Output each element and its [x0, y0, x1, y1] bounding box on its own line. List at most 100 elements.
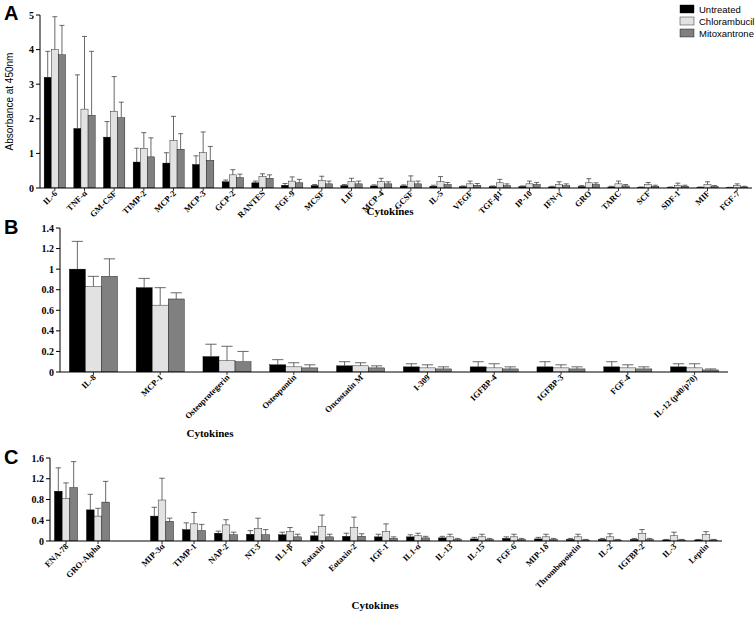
- x-tick: [293, 372, 294, 375]
- bar: [140, 148, 147, 188]
- error-cap: [461, 185, 466, 186]
- x-tick-label: FGF-4: [608, 372, 633, 397]
- error-bar: [487, 538, 492, 539]
- error-line: [143, 133, 144, 149]
- error-bar: [280, 532, 285, 535]
- y-tick: [56, 289, 60, 290]
- error-cap: [72, 241, 83, 242]
- bar: [542, 537, 550, 541]
- x-tick: [54, 188, 55, 191]
- bar: [318, 180, 325, 188]
- error-line: [529, 181, 530, 184]
- error-line: [61, 25, 62, 54]
- error-cap: [647, 538, 652, 539]
- x-tick-label: Osteopontin: [260, 372, 299, 411]
- error-cap: [71, 461, 76, 462]
- error-cap: [201, 131, 206, 132]
- error-bar: [497, 179, 502, 182]
- error-line: [262, 174, 263, 177]
- error-bar: [490, 185, 495, 187]
- error-cap: [155, 287, 166, 288]
- error-bar: [445, 182, 450, 184]
- error-cap: [263, 529, 268, 530]
- x-tick-label: IFN-γ: [541, 188, 563, 210]
- x-tick-label: IL-3: [660, 541, 678, 559]
- error-bar: [255, 518, 260, 528]
- error-bar: [705, 369, 716, 370]
- x-tick: [98, 541, 99, 544]
- error-bar: [237, 174, 242, 177]
- error-cap: [406, 363, 417, 364]
- error-line: [54, 17, 55, 50]
- error-cap: [632, 538, 637, 539]
- error-line: [77, 75, 78, 129]
- x-tick: [203, 188, 204, 191]
- error-cap: [401, 184, 406, 185]
- x-tick: [351, 188, 352, 191]
- error-cap: [438, 366, 449, 367]
- error-bar: [272, 360, 283, 365]
- error-bar: [675, 183, 680, 185]
- error-line: [440, 177, 441, 182]
- error-cap: [440, 536, 445, 537]
- bar: [158, 500, 166, 541]
- bar: [533, 185, 540, 188]
- bar: [470, 367, 486, 372]
- error-cap: [639, 529, 644, 530]
- error-bar: [155, 288, 166, 305]
- error-bar: [95, 508, 100, 516]
- error-bar: [461, 185, 466, 187]
- error-bar: [349, 178, 354, 181]
- x-tick-label: LIF: [339, 188, 356, 205]
- x-axis-label: Cytokines: [351, 599, 399, 611]
- x-tick-label: IGFBP-2: [616, 541, 646, 571]
- x-tick: [262, 188, 263, 191]
- error-bar: [406, 364, 417, 367]
- bar: [54, 491, 62, 541]
- bar: [337, 366, 353, 372]
- bar: [259, 177, 266, 188]
- error-bar: [386, 182, 391, 184]
- error-bar: [139, 278, 150, 287]
- error-line: [66, 483, 67, 499]
- error-cap: [103, 481, 108, 482]
- error-cap: [272, 359, 283, 360]
- error-cap: [703, 531, 708, 532]
- error-line: [386, 524, 387, 532]
- x-tick-label: RANTES: [235, 188, 267, 220]
- y-tick-label: 1: [49, 264, 54, 275]
- error-line: [84, 36, 85, 109]
- x-tick: [707, 188, 708, 191]
- bar: [496, 183, 503, 188]
- error-cap: [339, 361, 350, 362]
- error-line: [114, 77, 115, 112]
- error-line: [210, 344, 211, 356]
- error-bar: [342, 185, 347, 186]
- x-tick-label: MCP-1: [139, 372, 165, 398]
- x-tick-label: IL-8: [79, 372, 97, 390]
- error-line: [321, 176, 322, 180]
- error-cap: [423, 536, 428, 537]
- error-bar: [260, 174, 265, 177]
- error-cap: [543, 534, 548, 535]
- error-cap: [208, 146, 213, 147]
- error-cap: [689, 363, 700, 364]
- bar: [81, 109, 88, 188]
- y-tick-label: 0.4: [32, 515, 45, 526]
- y-tick-label: 0.2: [42, 346, 55, 357]
- error-cap: [295, 534, 300, 535]
- bar: [414, 184, 421, 188]
- error-bar: [351, 517, 356, 527]
- error-bar: [171, 293, 182, 299]
- error-bar: [616, 181, 621, 184]
- error-cap: [141, 132, 146, 133]
- error-cap: [742, 186, 747, 187]
- x-tick: [529, 188, 530, 191]
- bar: [553, 368, 569, 372]
- error-line: [559, 182, 560, 185]
- bar: [407, 181, 414, 188]
- error-bar: [141, 133, 146, 149]
- bar: [111, 111, 118, 188]
- error-line: [169, 518, 170, 521]
- x-tick-label: Oncostatin M: [323, 372, 365, 414]
